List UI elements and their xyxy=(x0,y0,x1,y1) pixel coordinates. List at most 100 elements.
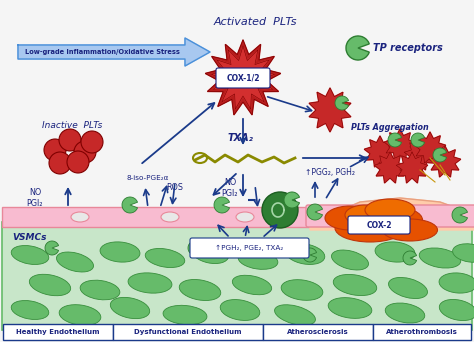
Ellipse shape xyxy=(59,305,101,325)
Circle shape xyxy=(262,192,298,228)
Ellipse shape xyxy=(335,214,405,242)
Ellipse shape xyxy=(345,205,385,225)
Wedge shape xyxy=(214,197,229,213)
Polygon shape xyxy=(310,198,474,230)
Ellipse shape xyxy=(29,274,71,296)
Ellipse shape xyxy=(56,252,93,272)
FancyBboxPatch shape xyxy=(348,216,410,234)
Bar xyxy=(2,222,472,330)
Text: ↑PGH₂, PGE₂, TXA₂: ↑PGH₂, PGE₂, TXA₂ xyxy=(215,245,283,251)
Wedge shape xyxy=(388,133,401,147)
Text: ↑PGG₂, PGH₂: ↑PGG₂, PGH₂ xyxy=(305,168,355,176)
Ellipse shape xyxy=(419,248,461,268)
Ellipse shape xyxy=(161,212,179,222)
Text: VSMCs: VSMCs xyxy=(12,234,46,242)
Ellipse shape xyxy=(110,298,150,319)
Text: NO
PGI₂: NO PGI₂ xyxy=(27,188,43,208)
FancyBboxPatch shape xyxy=(263,324,373,340)
Polygon shape xyxy=(18,38,210,66)
Ellipse shape xyxy=(389,277,428,299)
Ellipse shape xyxy=(333,274,377,295)
Circle shape xyxy=(49,152,71,174)
Text: Inactive  PLTs: Inactive PLTs xyxy=(42,120,102,130)
Wedge shape xyxy=(122,197,137,213)
Polygon shape xyxy=(396,152,428,183)
Polygon shape xyxy=(309,88,351,132)
FancyBboxPatch shape xyxy=(3,324,113,340)
Wedge shape xyxy=(45,241,59,255)
Wedge shape xyxy=(411,133,425,147)
Wedge shape xyxy=(307,204,322,220)
Circle shape xyxy=(44,139,66,161)
Text: Atherosclerosis: Atherosclerosis xyxy=(287,329,349,335)
Wedge shape xyxy=(452,207,467,223)
Text: TP receptors: TP receptors xyxy=(373,43,443,53)
Ellipse shape xyxy=(325,206,375,230)
Ellipse shape xyxy=(274,305,315,325)
FancyBboxPatch shape xyxy=(216,68,270,88)
Wedge shape xyxy=(433,148,447,162)
Wedge shape xyxy=(303,248,317,262)
Ellipse shape xyxy=(365,199,415,221)
Ellipse shape xyxy=(367,207,422,233)
Wedge shape xyxy=(403,251,417,265)
Ellipse shape xyxy=(331,250,368,270)
Wedge shape xyxy=(284,192,300,208)
Text: Dysfunctional Endothelium: Dysfunctional Endothelium xyxy=(134,329,242,335)
Text: Low-grade Inflammation/Oxidative Stress: Low-grade Inflammation/Oxidative Stress xyxy=(25,49,180,55)
Ellipse shape xyxy=(128,273,172,293)
Polygon shape xyxy=(374,152,406,183)
Ellipse shape xyxy=(439,273,474,293)
Text: ROS: ROS xyxy=(166,184,183,193)
Ellipse shape xyxy=(281,280,323,300)
Ellipse shape xyxy=(238,251,278,269)
FancyBboxPatch shape xyxy=(306,205,474,227)
FancyBboxPatch shape xyxy=(373,324,471,340)
Text: Healthy Endothelium: Healthy Endothelium xyxy=(16,329,100,335)
Polygon shape xyxy=(364,136,396,167)
Circle shape xyxy=(59,129,81,151)
Polygon shape xyxy=(429,146,461,177)
Ellipse shape xyxy=(100,242,140,262)
Ellipse shape xyxy=(385,303,425,323)
Ellipse shape xyxy=(220,300,260,320)
Text: PLTs Aggregation: PLTs Aggregation xyxy=(351,123,429,132)
Ellipse shape xyxy=(71,212,89,222)
Ellipse shape xyxy=(285,244,325,264)
Ellipse shape xyxy=(80,280,120,300)
Text: COX-1/2: COX-1/2 xyxy=(226,74,260,82)
FancyBboxPatch shape xyxy=(113,324,263,340)
Ellipse shape xyxy=(145,249,185,267)
Ellipse shape xyxy=(191,242,228,264)
Ellipse shape xyxy=(375,242,415,262)
Wedge shape xyxy=(335,96,348,110)
Circle shape xyxy=(81,131,103,153)
Ellipse shape xyxy=(179,279,221,301)
Ellipse shape xyxy=(11,301,49,319)
Text: COX-2: COX-2 xyxy=(366,221,392,229)
Wedge shape xyxy=(346,36,369,60)
Ellipse shape xyxy=(439,300,474,320)
Text: NO
PGI₂: NO PGI₂ xyxy=(222,178,238,198)
Bar xyxy=(2,207,322,227)
Text: Activated  PLTs: Activated PLTs xyxy=(213,17,297,27)
Ellipse shape xyxy=(328,298,372,318)
Polygon shape xyxy=(211,46,275,109)
Wedge shape xyxy=(188,241,201,255)
Ellipse shape xyxy=(11,246,49,264)
Circle shape xyxy=(74,141,96,163)
Ellipse shape xyxy=(232,275,272,295)
Ellipse shape xyxy=(383,219,438,241)
Ellipse shape xyxy=(453,244,474,262)
Ellipse shape xyxy=(236,212,254,222)
Polygon shape xyxy=(404,139,436,170)
Polygon shape xyxy=(205,40,281,115)
Polygon shape xyxy=(384,129,416,160)
Text: TXA₂: TXA₂ xyxy=(227,133,253,143)
Text: 8-iso-PGE₂α: 8-iso-PGE₂α xyxy=(127,175,169,181)
Polygon shape xyxy=(414,132,446,163)
Text: Atherothrombosis: Atherothrombosis xyxy=(386,329,458,335)
FancyBboxPatch shape xyxy=(190,238,309,258)
Circle shape xyxy=(67,151,89,173)
Ellipse shape xyxy=(163,305,207,325)
